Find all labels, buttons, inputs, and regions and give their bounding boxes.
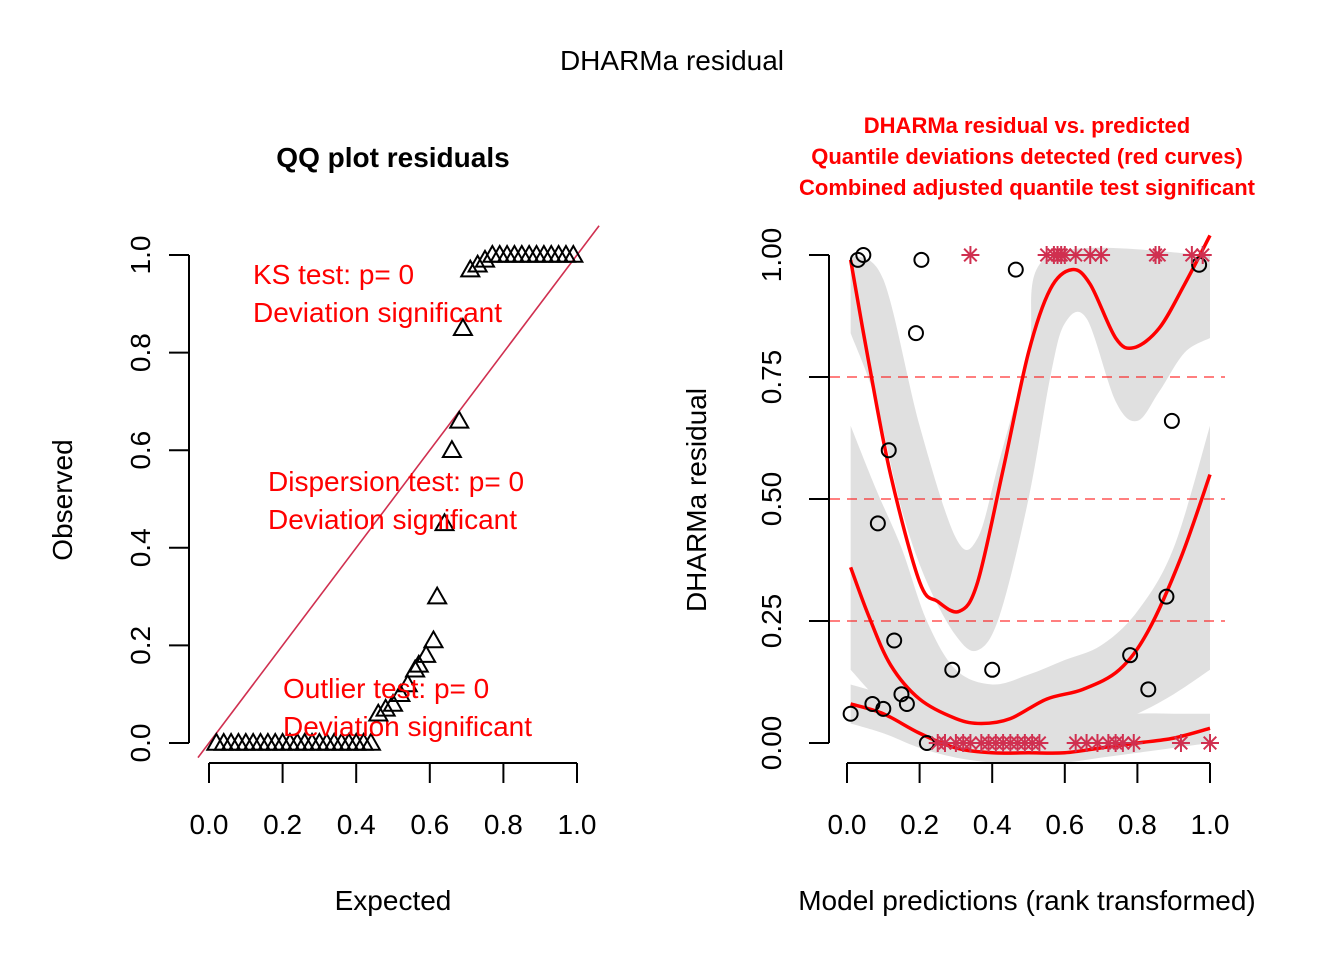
qq-x-axis-label: Expected [335,885,452,916]
qq-point [389,683,412,702]
residual-point [907,325,924,342]
residual-point [1140,681,1157,698]
qq-x-tick-label: 0.8 [484,809,523,840]
residual-point [886,632,903,649]
residual-x-axis-label: Model predictions (rank transformed) [798,885,1256,916]
qq-reference-line [197,225,600,759]
residual-point [1163,412,1180,429]
qq-point [452,317,474,336]
residual-point [875,700,892,717]
residual-point [913,251,930,268]
qq-point [459,258,482,278]
qq-plot-panel: QQ plot residuals Expected Observed 0.0 0… [47,142,600,916]
residual-point [898,695,915,712]
outlier-asterisk [1193,246,1212,264]
qq-point [408,653,430,673]
qq-point [562,243,585,263]
residual-title-line-1: DHARMa residual vs. predicted [864,113,1190,138]
qq-points [205,243,585,751]
qq-y-tick-label: 1.0 [125,236,156,275]
qq-point [466,253,489,273]
residual-point [849,251,866,268]
qq-test-annotations: KS test: p= 0 Deviation significant Disper… [253,259,532,742]
qq-plot-title: QQ plot residuals [276,142,509,173]
outlier-asterisk [1030,734,1049,752]
outlier-asterisk [1092,246,1111,264]
qq-point [448,409,470,429]
qq-annotation-test: KS test: p= 0 [253,259,414,290]
residual-title-line-2: Quantile deviations detected (red curves… [811,144,1243,169]
residual-y-tick-label: 0.25 [756,594,787,649]
qq-point [441,439,463,458]
outlier-asterisk [961,246,980,264]
qq-y-tick-label: 0.2 [125,626,156,665]
residual-point [1158,588,1175,605]
residual-x-tick-label: 0.6 [1045,809,1084,840]
quantile-curves [848,234,1212,755]
residual-axes: 0.0 0.2 0.4 0.6 0.8 1.0 0.00 0.25 0.50 0.75 1.00 [756,228,1229,840]
outer-title: DHARMa residual [560,45,784,76]
residual-y-tick-label: 1.00 [756,228,787,283]
qq-annotation-test: Outlier test: p= 0 [283,673,489,704]
qq-x-tick-label: 0.6 [410,809,449,840]
residual-vs-predicted-panel: DHARMa residual vs. predicted Quantile d… [681,113,1256,916]
quantile-curve [848,234,1212,614]
qq-point [382,692,404,712]
outlier-asterisk [1201,734,1219,752]
reference-lines [830,376,1225,622]
qq-point [396,673,419,693]
qq-annotation-result: Deviation significant [283,711,532,742]
outlier-asterisk [1081,246,1100,264]
qq-annotation-test: Dispersion test: p= 0 [268,466,524,497]
qq-x-tick-label: 0.0 [190,809,229,840]
qq-x-tick-label: 0.4 [337,809,376,840]
residual-x-tick-label: 0.2 [900,809,939,840]
qq-y-tick-label: 0.6 [125,431,156,470]
qq-x-tick-label: 0.2 [263,809,302,840]
residual-x-tick-label: 0.8 [1118,809,1157,840]
qq-y-tick-label: 0.0 [125,724,156,763]
qq-annotation-result: Deviation significant [253,297,502,328]
residual-point [842,705,859,722]
residual-title-line-3: Combined adjusted quantile test signific… [799,175,1256,200]
quantile-curve [850,702,1211,755]
residual-x-tick-label: 1.0 [1191,809,1230,840]
residual-point [984,661,1001,678]
residual-y-tick-label: 0.00 [756,716,787,771]
qq-point [360,731,382,751]
confidence-band [850,247,1210,652]
residual-y-tick-label: 0.75 [756,350,787,405]
qq-point [374,697,397,717]
quantile-curve [848,474,1212,726]
qq-x-tick-label: 1.0 [558,809,597,840]
residual-point [880,442,897,459]
qq-point [422,629,445,649]
residual-point [1122,647,1139,664]
residual-x-tick-label: 0.0 [828,809,867,840]
outlier-asterisk [1171,734,1190,752]
qq-y-tick-label: 0.8 [125,333,156,372]
qq-point [415,644,437,663]
qq-annotation-result: Deviation significant [268,504,517,535]
outlier-asterisk [1124,734,1143,752]
residual-y-tick-label: 0.50 [756,472,787,527]
residual-point [869,515,886,532]
qq-point [474,248,496,268]
residual-y-axis-label: DHARMa residual [681,388,712,612]
qq-point [433,512,456,532]
qq-point [426,585,448,605]
residual-point [1007,261,1024,278]
outlier-asterisk [1150,246,1169,264]
qq-y-axis-label: Observed [47,439,78,560]
residual-point [855,247,872,263]
residual-points [842,246,1219,752]
residual-x-tick-label: 0.4 [973,809,1012,840]
residual-point [944,661,961,678]
qq-point [367,702,390,722]
qq-axes: 0.0 0.2 0.4 0.6 0.8 1.0 0.0 0.2 0.4 0.6 0.8 1.0 [125,225,600,840]
qq-y-tick-label: 0.4 [125,528,156,567]
